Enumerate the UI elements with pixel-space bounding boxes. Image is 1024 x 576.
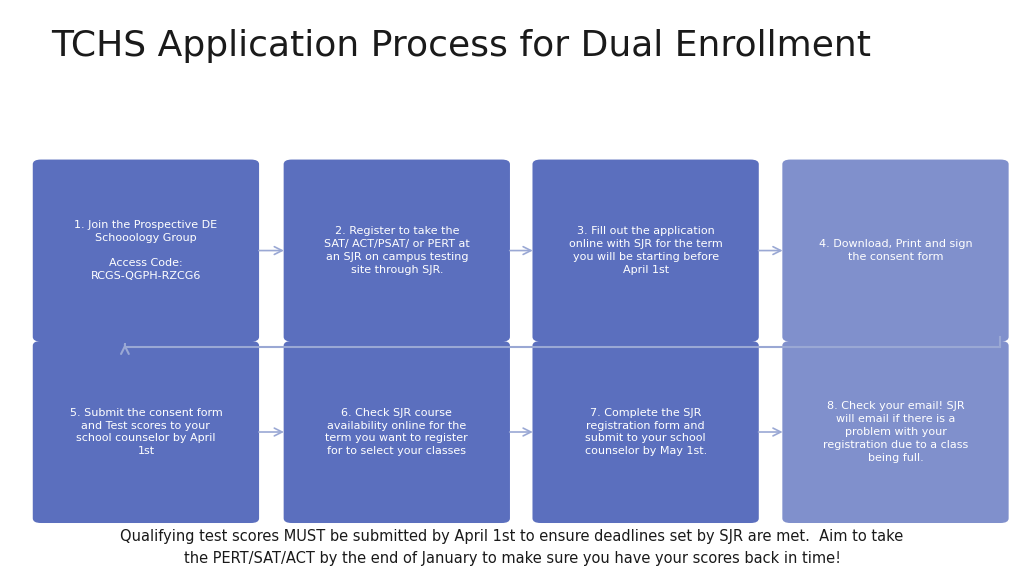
Text: 4. Download, Print and sign
the consent form: 4. Download, Print and sign the consent … (818, 239, 973, 262)
Text: 8. Check your email! SJR
will email if there is a
problem with your
registration: 8. Check your email! SJR will email if t… (823, 401, 968, 463)
FancyBboxPatch shape (284, 160, 510, 342)
FancyBboxPatch shape (33, 160, 259, 342)
Text: Qualifying test scores MUST be submitted by April 1st to ensure deadlines set by: Qualifying test scores MUST be submitted… (121, 529, 903, 566)
Text: 6. Check SJR course
availability online for the
term you want to register
for to: 6. Check SJR course availability online … (326, 408, 468, 456)
FancyBboxPatch shape (284, 341, 510, 523)
Text: 3. Fill out the application
online with SJR for the term
you will be starting be: 3. Fill out the application online with … (568, 226, 723, 275)
FancyBboxPatch shape (532, 341, 759, 523)
Text: 1. Join the Prospective DE
Schooology Group

Access Code:
RCGS-QGPH-RZCG6: 1. Join the Prospective DE Schooology Gr… (75, 220, 217, 281)
Text: 7. Complete the SJR
registration form and
submit to your school
counselor by May: 7. Complete the SJR registration form an… (585, 408, 707, 456)
Text: 2. Register to take the
SAT/ ACT/PSAT/ or PERT at
an SJR on campus testing
site : 2. Register to take the SAT/ ACT/PSAT/ o… (324, 226, 470, 275)
FancyBboxPatch shape (33, 341, 259, 523)
FancyBboxPatch shape (782, 160, 1009, 342)
Text: TCHS Application Process for Dual Enrollment: TCHS Application Process for Dual Enroll… (51, 29, 871, 63)
FancyBboxPatch shape (782, 341, 1009, 523)
FancyBboxPatch shape (532, 160, 759, 342)
Text: 5. Submit the consent form
and Test scores to your
school counselor by April
1st: 5. Submit the consent form and Test scor… (70, 408, 222, 456)
